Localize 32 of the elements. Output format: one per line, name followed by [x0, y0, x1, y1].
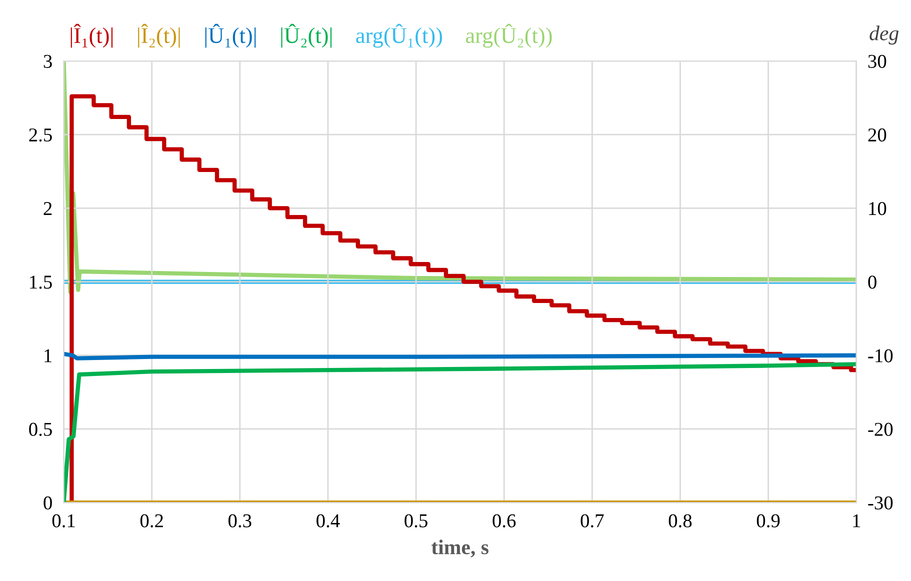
y-tick-label: 0 [44, 496, 52, 510]
y-tick-label: 3 [44, 54, 52, 68]
x-tick-label: 0.2 [140, 514, 163, 528]
text: |Û₂(t)| [281, 24, 332, 48]
y-tick-label: 1.5 [30, 276, 52, 289]
x-tick-label: 0.1 [52, 514, 75, 528]
text: |Î₁(t)| [70, 24, 113, 48]
x-tick-label: 0.3 [228, 514, 252, 528]
y2-axis-title: deg [870, 26, 899, 45]
y2-tick-label: 0 [868, 276, 876, 289]
y2-tick-label: -10 [868, 349, 893, 362]
y-tick-label: 2 [44, 202, 52, 215]
y2-tick-label: 20 [868, 128, 886, 142]
y2-tick-label: -30 [868, 496, 893, 510]
text: |Î₂(t)| [138, 24, 180, 48]
x-tick-label: 1 [853, 514, 860, 528]
x-tick-label: 0.4 [316, 514, 340, 528]
x-tick-label: 0.6 [492, 514, 516, 528]
y-tick-label: 2.5 [29, 128, 52, 142]
y-tick-label: 0.5 [29, 422, 52, 436]
x-tick-label: 0.8 [668, 514, 692, 528]
y2-tick-label: 10 [869, 202, 886, 216]
y2-tick-label: -20 [868, 422, 893, 436]
text: arg(Û₁(t)) [356, 24, 442, 48]
y2-tick-label: 30 [868, 54, 886, 68]
x-axis-title: time, s [431, 540, 488, 558]
y-tick-label: 1 [44, 349, 52, 362]
text: |Û₁(t)| [205, 24, 256, 48]
x-tick-label: 0.9 [756, 514, 780, 528]
x-tick-label: 0.7 [580, 514, 604, 528]
x-tick-label: 0.5 [404, 514, 428, 528]
text: arg(Û₂(t)) [466, 24, 552, 48]
